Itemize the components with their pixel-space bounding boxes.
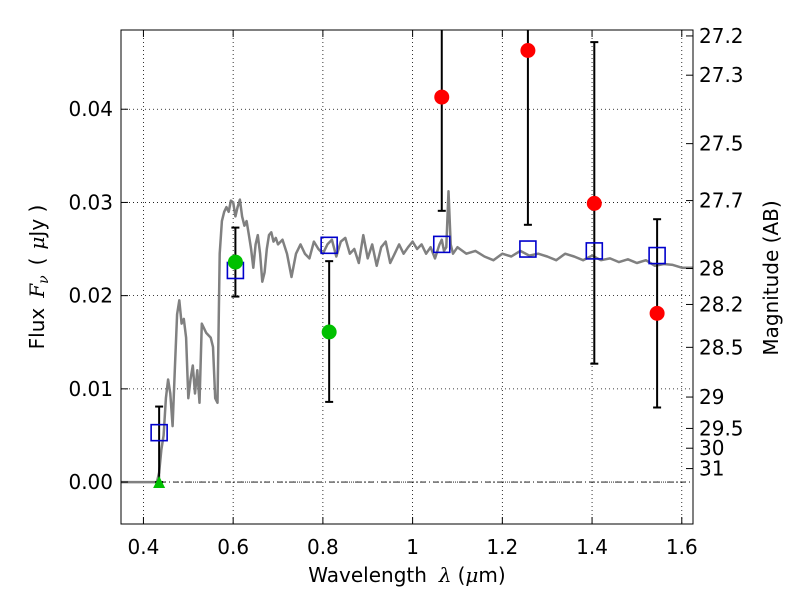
y-tick-label: 0.03 bbox=[68, 190, 113, 214]
model-flux-square bbox=[432, 235, 451, 254]
magnitude-tick-label: 27.7 bbox=[699, 189, 744, 213]
y-axis-label-unit-mu: μ bbox=[25, 237, 49, 250]
magnitude-tick-label: 28.2 bbox=[699, 292, 744, 316]
magnitude-tick-label: 30 bbox=[699, 436, 724, 460]
x-axis-label-unit-mu: μ bbox=[465, 563, 478, 587]
x-tick-label: 1.6 bbox=[666, 535, 698, 559]
y-axis-label: Flux Fν ( μJy ) bbox=[25, 205, 52, 350]
red-data-point bbox=[649, 305, 665, 321]
x-tick-label: 0.8 bbox=[307, 535, 339, 559]
x-axis-label: Wavelength λ (μm) bbox=[308, 563, 505, 587]
magnitude-tick-label: 28 bbox=[699, 257, 724, 281]
green-upper-limit-triangle bbox=[153, 476, 166, 489]
x-axis-label-text: Wavelength bbox=[308, 563, 427, 587]
x-axis-label-symbol: λ bbox=[438, 563, 452, 587]
markers bbox=[150, 43, 666, 489]
y-axis-label-text: Flux bbox=[25, 308, 49, 350]
y-axis-label-symbol: F bbox=[25, 283, 49, 299]
magnitude-tick-label: 29.5 bbox=[699, 416, 744, 440]
magnitude-tick-label: 29 bbox=[699, 385, 724, 409]
red-data-point bbox=[586, 195, 602, 211]
red-data-point bbox=[434, 89, 450, 105]
y-tick-label: 0.04 bbox=[68, 97, 113, 121]
plot-area bbox=[121, 30, 693, 524]
x-tick-label: 1.2 bbox=[486, 535, 518, 559]
model-flux-square bbox=[648, 246, 666, 265]
x-axis-ticks: 0.4 0.6 0.8 1 1.2 1.4 1.6 bbox=[128, 30, 698, 559]
green-data-point bbox=[321, 324, 337, 340]
green-data-point bbox=[227, 254, 243, 270]
magnitude-tick-label: 27.5 bbox=[699, 132, 744, 156]
x-tick-label: 0.4 bbox=[128, 535, 160, 559]
model-flux-square bbox=[150, 423, 168, 442]
x-axis-label-unit-rest: m) bbox=[478, 563, 505, 587]
magnitude-axis-label: Magnitude (AB) bbox=[759, 200, 783, 355]
x-tick-label: 1 bbox=[406, 535, 419, 559]
magnitude-tick-label: 27.2 bbox=[699, 24, 744, 48]
red-data-point bbox=[520, 43, 536, 59]
model-flux-square bbox=[585, 242, 604, 260]
x-tick-label: 1.4 bbox=[576, 535, 608, 559]
model-flux-square bbox=[519, 240, 537, 258]
magnitude-tick-label: 27.3 bbox=[699, 63, 744, 87]
plot-frame bbox=[120, 29, 694, 525]
model-spectrum-line bbox=[121, 189, 693, 484]
model-spectrum bbox=[121, 189, 693, 484]
model-flux-square bbox=[320, 236, 338, 255]
x-axis-label-unit-open: ( bbox=[458, 563, 466, 587]
y-axis-label-symbol-sub: ν bbox=[36, 275, 52, 284]
magnitude-tick-label: 28.5 bbox=[699, 335, 744, 359]
magnitude-tick-label: 31 bbox=[699, 457, 724, 481]
y-tick-label: 0.00 bbox=[68, 470, 113, 494]
y-axis-label-unit-rest: Jy ) bbox=[25, 205, 49, 239]
y-axis-label-unit-open: ( bbox=[25, 258, 49, 266]
y-tick-label: 0.02 bbox=[68, 284, 113, 308]
y-axis-ticks: 0.00 0.01 0.02 0.03 0.04 bbox=[68, 97, 128, 494]
y-tick-label: 0.01 bbox=[68, 377, 113, 401]
x-tick-label: 0.6 bbox=[217, 535, 249, 559]
